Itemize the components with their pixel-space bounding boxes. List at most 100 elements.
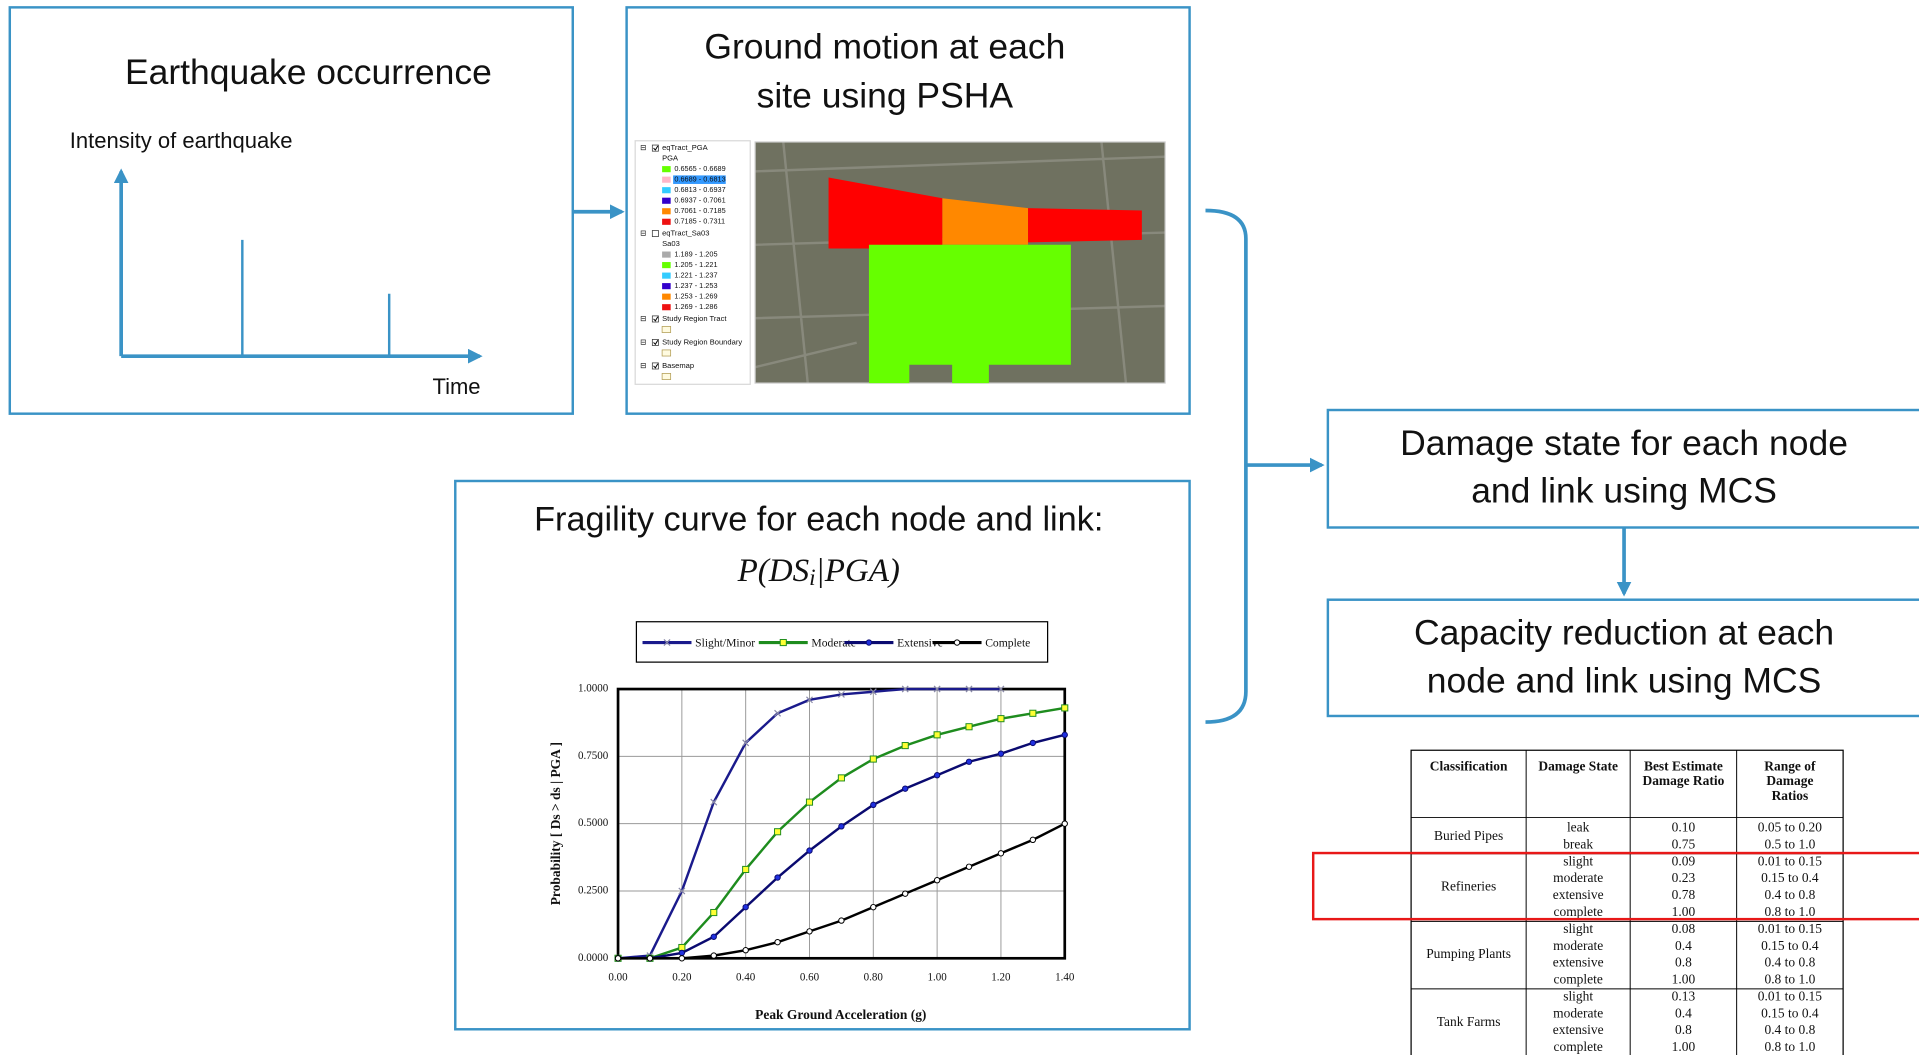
table-cell: 1.00 — [1672, 904, 1696, 919]
legend-swatch — [662, 273, 671, 279]
table-cell: 0.10 — [1672, 820, 1696, 835]
marker — [871, 802, 876, 807]
table-cell: 0.8 to 1.0 — [1764, 972, 1815, 987]
map — [755, 142, 1165, 383]
marker — [743, 904, 748, 909]
legend-swatch — [662, 198, 671, 204]
axis-label: Intensity of earthquake — [70, 128, 293, 153]
table-header: Classification — [1430, 758, 1508, 773]
marker — [998, 751, 1003, 756]
layer-checkbox — [652, 230, 658, 236]
table-cell: 0.23 — [1672, 870, 1696, 885]
marker — [743, 948, 748, 953]
box-title: Damage state for each node — [1400, 423, 1848, 463]
marker — [902, 743, 908, 749]
map-tract — [869, 245, 1071, 383]
marker — [1062, 821, 1067, 826]
table-cell: moderate — [1553, 938, 1603, 953]
marker — [806, 799, 812, 805]
marker — [871, 904, 876, 909]
box-title: Ground motion at each — [704, 26, 1065, 66]
marker — [711, 909, 717, 915]
legend-label: Complete — [985, 636, 1030, 649]
table-cell: 0.13 — [1672, 988, 1696, 1003]
layer-name: Basemap — [662, 361, 694, 370]
marker — [903, 891, 908, 896]
legend-class: 1.189 - 1.205 — [674, 250, 717, 259]
y-tick-label: 0.7500 — [578, 750, 609, 762]
table-cell: complete — [1554, 904, 1603, 919]
marker — [1030, 740, 1035, 745]
legend-swatch — [662, 294, 671, 300]
legend-class: 0.6689 - 0.6813 — [674, 175, 725, 184]
box-title: Capacity reduction at each — [1414, 613, 1834, 653]
layer-field: PGA — [662, 154, 679, 163]
legend-class: 0.7061 - 0.7185 — [674, 206, 725, 215]
legend-swatch — [662, 187, 671, 193]
table-cell: extensive — [1553, 955, 1604, 970]
table-cell: 0.01 to 0.15 — [1758, 921, 1823, 936]
marker — [839, 918, 844, 923]
table-header: Range of — [1764, 758, 1816, 773]
legend-class: 0.7185 - 0.7311 — [674, 217, 725, 226]
table-cell: 0.15 to 0.4 — [1761, 1005, 1819, 1020]
table-cell: break — [1563, 836, 1593, 851]
legend-expander: ⊟ — [640, 361, 646, 370]
table-cell: 0.75 — [1672, 836, 1696, 851]
legend-swatch — [662, 219, 671, 225]
marker — [998, 851, 1003, 856]
legend-expander: ⊟ — [640, 337, 646, 346]
marker — [1030, 710, 1036, 716]
marker — [934, 773, 939, 778]
legend-class: 1.205 - 1.221 — [674, 260, 717, 269]
legend-swatch — [662, 208, 671, 214]
marker — [679, 950, 684, 955]
y-tick-label: 1.0000 — [578, 683, 609, 695]
table-cell: extensive — [1553, 887, 1604, 902]
legend-class: 1.269 - 1.286 — [674, 302, 717, 311]
legend-swatch — [662, 283, 671, 289]
box-title: Earthquake occurrence — [125, 52, 492, 92]
marker — [838, 775, 844, 781]
marker — [954, 640, 959, 645]
legend-swatch — [662, 326, 671, 332]
table-cell: Refineries — [1441, 879, 1496, 894]
legend-swatch — [662, 177, 671, 183]
legend-swatch — [662, 373, 671, 379]
damage-ratio-table: ClassificationDamage StateBest EstimateD… — [1411, 750, 1843, 1055]
marker — [839, 824, 844, 829]
marker — [647, 956, 652, 961]
table-cell: 0.08 — [1672, 921, 1696, 936]
marker — [743, 866, 749, 872]
marker — [866, 640, 871, 645]
legend-swatch — [662, 166, 671, 172]
marker — [615, 956, 620, 961]
marker — [780, 639, 786, 645]
marker — [679, 956, 684, 961]
map-tract — [1028, 208, 1142, 242]
legend-expander: ⊟ — [640, 228, 646, 237]
diagram: Earthquake occurrence Intensity of earth… — [0, 0, 1919, 1055]
legend-swatch — [662, 252, 671, 258]
x-tick-label: 1.40 — [1055, 971, 1075, 983]
box-title: site using PSHA — [757, 75, 1014, 115]
table-cell: moderate — [1553, 1005, 1603, 1020]
page-body: { "earthquake": { "title": "Earthquake o… — [0, 0, 1919, 1055]
x-tick-label: 0.60 — [800, 971, 820, 983]
marker — [934, 878, 939, 883]
table-cell: 0.4 — [1675, 938, 1692, 953]
table-cell: complete — [1554, 1039, 1603, 1054]
x-tick-label: 0.00 — [608, 971, 628, 983]
table-cell: slight — [1563, 988, 1593, 1003]
y-tick-label: 0.0000 — [578, 952, 609, 964]
legend-class: 1.253 - 1.269 — [674, 292, 717, 301]
table-cell: 0.4 — [1675, 1005, 1692, 1020]
marker — [966, 759, 971, 764]
marker — [966, 724, 972, 730]
table-cell: 0.4 to 0.8 — [1764, 887, 1815, 902]
x-tick-label: 0.40 — [736, 971, 756, 983]
table-cell: 0.05 to 0.20 — [1758, 820, 1823, 835]
legend-class: 0.6565 - 0.6689 — [674, 164, 725, 173]
table-cell: Pumping Plants — [1426, 946, 1511, 961]
table-cell: 0.8 to 1.0 — [1764, 904, 1815, 919]
